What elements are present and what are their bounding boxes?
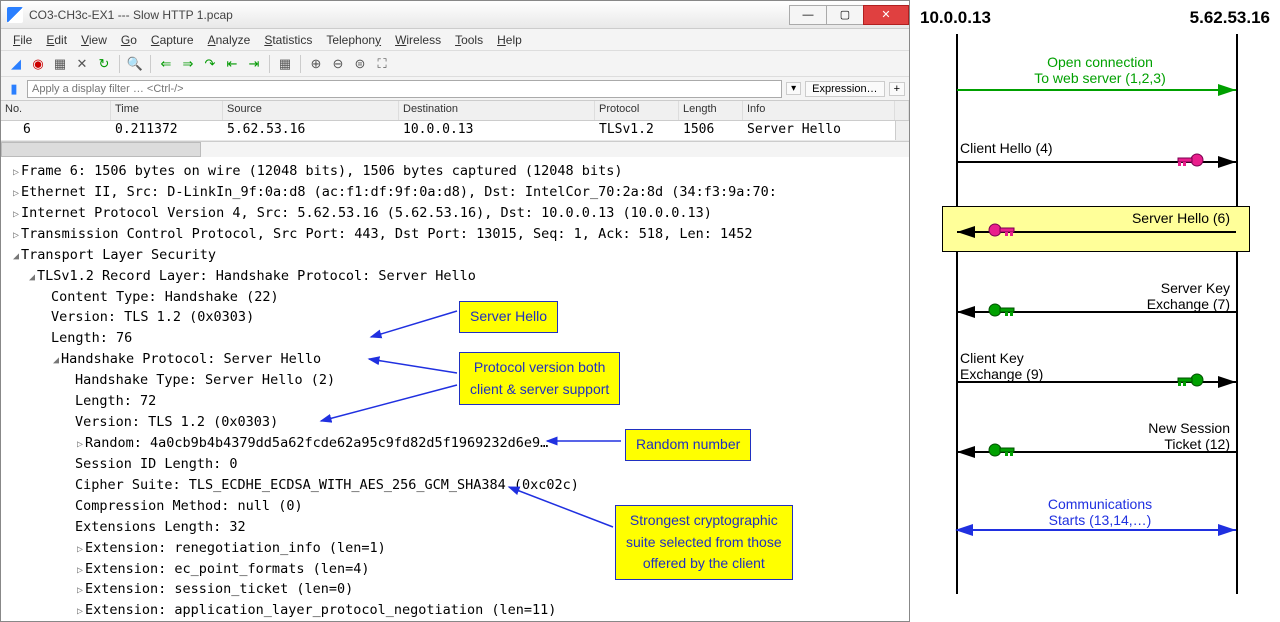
toolbar-icon[interactable]: ✕ (73, 55, 91, 73)
col-time[interactable]: Time (111, 101, 223, 120)
packet-details-tree: ▷Frame 6: 1506 bytes on wire (12048 bits… (1, 157, 909, 621)
tree-version[interactable]: Version: TLS 1.2 (0x0303) (3, 307, 907, 328)
toolbar-icon[interactable]: ⇥ (245, 55, 263, 73)
window-title: CO3-CH3c-EX1 --- Slow HTTP 1.pcap (29, 8, 790, 22)
toolbar-icon[interactable]: ▦ (276, 55, 294, 73)
cell-source: 5.62.53.16 (223, 121, 399, 140)
tree-hs-version[interactable]: Version: TLS 1.2 (0x0303) (3, 412, 907, 433)
menu-statistics[interactable]: Statistics (258, 31, 318, 49)
window-titlebar[interactable]: CO3-CH3c-EX1 --- Slow HTTP 1.pcap ― ▢ ✕ (1, 1, 909, 29)
menu-bar: File Edit View Go Capture Analyze Statis… (1, 29, 909, 51)
toolbar-icon[interactable]: ⇤ (223, 55, 241, 73)
label-server-hello: Server Hello (6) (1050, 210, 1230, 226)
menu-help[interactable]: Help (491, 31, 528, 49)
tree-frame[interactable]: ▷Frame 6: 1506 bytes on wire (12048 bits… (3, 161, 907, 182)
toolbar-icon[interactable]: ◉ (29, 55, 47, 73)
sequence-diagram: 10.0.0.13 5.62.53.16 Open connectionTo (910, 0, 1280, 622)
cell-no: 6 (1, 121, 111, 140)
label-server-key: Server KeyExchange (7) (1050, 280, 1230, 312)
tree-ext-alpn[interactable]: ▷Extension: application_layer_protocol_n… (3, 600, 907, 621)
tree-ip[interactable]: ▷Internet Protocol Version 4, Src: 5.62.… (3, 203, 907, 224)
key-icon (988, 222, 1016, 238)
tree-cipher-suite[interactable]: Cipher Suite: TLS_ECDHE_ECDSA_WITH_AES_2… (3, 475, 907, 496)
tree-tls[interactable]: ◢Transport Layer Security (3, 245, 907, 266)
menu-go[interactable]: Go (115, 31, 143, 49)
toolbar-icon[interactable]: ⊖ (329, 55, 347, 73)
app-icon (7, 7, 23, 23)
tree-content-type[interactable]: Content Type: Handshake (22) (3, 287, 907, 308)
label-client-key: Client KeyExchange (9) (960, 350, 1140, 382)
col-length[interactable]: Length (679, 101, 743, 120)
scroll-thumb[interactable] (1, 142, 201, 157)
toolbar-icon[interactable]: ↷ (201, 55, 219, 73)
menu-file[interactable]: File (7, 31, 38, 49)
menu-analyze[interactable]: Analyze (202, 31, 257, 49)
label-new-session: New SessionTicket (12) (1050, 420, 1230, 452)
tree-session-id-len[interactable]: Session ID Length: 0 (3, 454, 907, 475)
filter-bar: ▮ ▾ Expression… + (1, 77, 909, 101)
tree-length[interactable]: Length: 76 (3, 328, 907, 349)
cell-time: 0.211372 (111, 121, 223, 140)
tree-tcp[interactable]: ▷Transmission Control Protocol, Src Port… (3, 224, 907, 245)
wireshark-window: CO3-CH3c-EX1 --- Slow HTTP 1.pcap ― ▢ ✕ … (0, 0, 910, 622)
display-filter-input[interactable] (27, 80, 782, 98)
scrollbar-gutter (895, 101, 909, 120)
toolbar-icon[interactable]: ◢ (7, 55, 25, 73)
key-icon (1176, 152, 1204, 168)
toolbar-icon[interactable]: ▦ (51, 55, 69, 73)
col-info[interactable]: Info (743, 101, 895, 120)
toolbar-icon[interactable]: ⇐ (157, 55, 175, 73)
filter-bookmark-icon[interactable]: ▮ (5, 80, 23, 98)
close-button[interactable]: ✕ (863, 5, 909, 25)
col-no[interactable]: No. (1, 101, 111, 120)
toolbar-icon[interactable]: ⊕ (307, 55, 325, 73)
window-buttons: ― ▢ ✕ (790, 5, 909, 25)
tree-hs-length[interactable]: Length: 72 (3, 391, 907, 412)
expression-button[interactable]: Expression… (805, 81, 884, 97)
menu-edit[interactable]: Edit (40, 31, 73, 49)
toolbar-icon[interactable]: ↻ (95, 55, 113, 73)
toolbar-icon[interactable]: ⇒ (179, 55, 197, 73)
col-source[interactable]: Source (223, 101, 399, 120)
vscroll-gutter[interactable] (895, 121, 909, 140)
callout-random: Random number (625, 429, 751, 461)
label-client-hello: Client Hello (4) (960, 140, 1140, 156)
cell-length: 1506 (679, 121, 743, 140)
cell-dest: 10.0.0.13 (399, 121, 595, 140)
menu-capture[interactable]: Capture (145, 31, 200, 49)
menu-telephony[interactable]: Telephony (320, 31, 387, 49)
key-icon (1176, 372, 1204, 388)
tree-handshake[interactable]: ◢Handshake Protocol: Server Hello (3, 349, 907, 370)
horizontal-scrollbar[interactable] (1, 141, 909, 157)
callout-protocol-version: Protocol version bothclient & server sup… (459, 352, 620, 405)
label-comm-starts: CommunicationsStarts (13,14,…) (1010, 496, 1190, 528)
col-proto[interactable]: Protocol (595, 101, 679, 120)
toolbar: ◢ ◉ ▦ ✕ ↻ 🔍 ⇐ ⇒ ↷ ⇤ ⇥ ▦ ⊕ ⊖ ⊜ ⛶ (1, 51, 909, 77)
filter-history-button[interactable]: ▾ (786, 82, 801, 95)
cell-proto: TLSv1.2 (595, 121, 679, 140)
toolbar-icon[interactable]: ⊜ (351, 55, 369, 73)
tree-tls-record[interactable]: ◢TLSv1.2 Record Layer: Handshake Protoco… (3, 266, 907, 287)
maximize-button[interactable]: ▢ (826, 5, 864, 25)
key-icon (988, 442, 1016, 458)
tree-hs-type[interactable]: Handshake Type: Server Hello (2) (3, 370, 907, 391)
col-dest[interactable]: Destination (399, 101, 595, 120)
label-open-conn: Open connectionTo web server (1,2,3) (1010, 54, 1190, 86)
cell-info: Server Hello (743, 121, 895, 140)
toolbar-icon[interactable]: ⛶ (373, 55, 391, 73)
callout-cipher: Strongest cryptographicsuite selected fr… (615, 505, 793, 580)
menu-wireless[interactable]: Wireless (389, 31, 447, 49)
packet-row[interactable]: 6 0.211372 5.62.53.16 10.0.0.13 TLSv1.2 … (1, 121, 909, 141)
tree-ext-session-ticket[interactable]: ▷Extension: session_ticket (len=0) (3, 579, 907, 600)
packet-list-header: No. Time Source Destination Protocol Len… (1, 101, 909, 121)
add-filter-button[interactable]: + (889, 82, 905, 96)
key-icon (988, 302, 1016, 318)
tree-random[interactable]: ▷Random: 4a0cb9b4b4379dd5a62fcde62a95c9f… (3, 433, 907, 454)
tree-ethernet[interactable]: ▷Ethernet II, Src: D-LinkIn_9f:0a:d8 (ac… (3, 182, 907, 203)
toolbar-icon[interactable]: 🔍 (126, 55, 144, 73)
menu-tools[interactable]: Tools (449, 31, 489, 49)
callout-server-hello: Server Hello (459, 301, 558, 333)
menu-view[interactable]: View (75, 31, 113, 49)
minimize-button[interactable]: ― (789, 5, 827, 25)
